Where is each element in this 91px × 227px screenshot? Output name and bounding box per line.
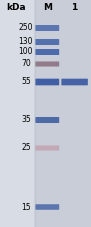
FancyBboxPatch shape	[35, 79, 59, 85]
Bar	[0, 0, 35, 227]
FancyBboxPatch shape	[35, 49, 59, 55]
Text: 25: 25	[21, 143, 31, 153]
Text: 250: 250	[19, 24, 33, 32]
FancyBboxPatch shape	[35, 62, 59, 67]
FancyBboxPatch shape	[35, 204, 59, 210]
Text: kDa: kDa	[7, 3, 26, 12]
FancyBboxPatch shape	[35, 39, 59, 45]
FancyBboxPatch shape	[35, 146, 59, 151]
Text: 15: 15	[21, 202, 31, 212]
FancyBboxPatch shape	[35, 117, 59, 123]
Text: M: M	[43, 3, 52, 12]
Text: 55: 55	[21, 77, 31, 86]
FancyBboxPatch shape	[61, 79, 88, 85]
Text: 70: 70	[21, 59, 31, 69]
Text: 1: 1	[72, 3, 78, 12]
Text: 130: 130	[19, 37, 33, 47]
Text: 100: 100	[19, 47, 33, 57]
Text: 35: 35	[21, 116, 31, 124]
FancyBboxPatch shape	[35, 25, 59, 31]
